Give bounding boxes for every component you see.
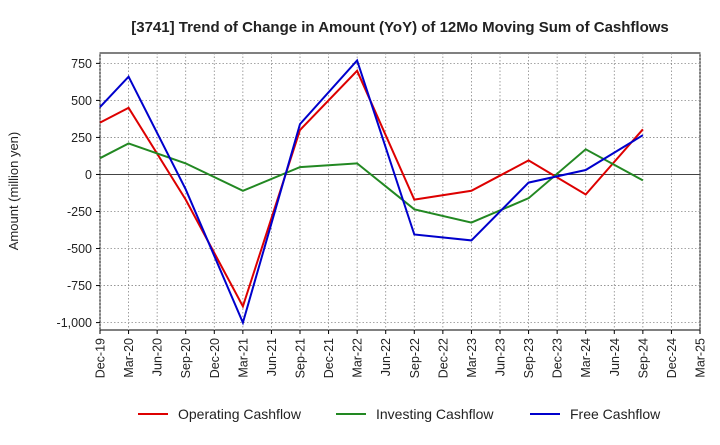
series-line-free-cashflow — [99, 58, 644, 326]
grid-lines — [99, 53, 701, 330]
x-tick-label: Dec-22 — [436, 338, 450, 378]
y-tick-labels: 750 500 250 0 -250 -500 -750 -1,000 — [57, 57, 100, 330]
x-tick-label: Dec-20 — [208, 338, 222, 378]
x-tick-label: Dec-24 — [665, 338, 679, 378]
x-tick-label: Jun-24 — [608, 338, 622, 376]
y-tick-label: 750 — [71, 57, 92, 71]
x-tick-label: Sep-24 — [636, 338, 650, 378]
x-tick-label: Mar-25 — [694, 338, 708, 378]
x-tick-label: Jun-22 — [379, 338, 393, 376]
x-tick-label: Dec-19 — [94, 338, 108, 378]
y-tick-label: -1,000 — [57, 316, 92, 330]
x-tick-label: Mar-22 — [351, 338, 365, 378]
y-tick-label: -250 — [67, 205, 92, 219]
y-tick-label: -500 — [67, 242, 92, 256]
y-axis-label: Amount (million yen) — [6, 132, 21, 251]
series-layer — [99, 58, 644, 326]
x-tick-label: Sep-21 — [294, 338, 308, 378]
legend-label: Free Cashflow — [570, 406, 661, 422]
x-tick-label: Dec-21 — [322, 338, 336, 378]
y-tick-label: 500 — [71, 94, 92, 108]
chart-title: [3741] Trend of Change in Amount (YoY) o… — [131, 19, 669, 36]
legend-label: Operating Cashflow — [178, 406, 302, 422]
x-tick-label: Mar-23 — [465, 338, 479, 378]
x-tick-label: Jun-20 — [151, 338, 165, 376]
y-tick-label: 250 — [71, 131, 92, 145]
x-tick-label: Mar-21 — [236, 338, 250, 378]
x-tick-label: Sep-20 — [179, 338, 193, 378]
x-tick-label: Mar-20 — [122, 338, 136, 378]
y-tick-label: 0 — [85, 168, 92, 182]
x-tick-label: Dec-23 — [551, 338, 565, 378]
x-tick-label: Sep-23 — [522, 338, 536, 378]
x-tick-label: Mar-24 — [579, 338, 593, 378]
legend: Operating Cashflow Investing Cashflow Free… — [138, 406, 661, 422]
series-line-investing-cashflow — [99, 142, 644, 224]
legend-label: Investing Cashflow — [376, 406, 494, 422]
x-tick-labels: Dec-19 Mar-20 Jun-20 Sep-20 Dec-20 Mar-21 Jun-… — [94, 330, 708, 378]
y-tick-label: -750 — [67, 279, 92, 293]
x-tick-label: Jun-21 — [265, 338, 279, 376]
series-line-operating-cashflow — [99, 69, 644, 309]
x-tick-label: Jun-23 — [494, 338, 508, 376]
x-tick-label: Sep-22 — [408, 338, 422, 378]
